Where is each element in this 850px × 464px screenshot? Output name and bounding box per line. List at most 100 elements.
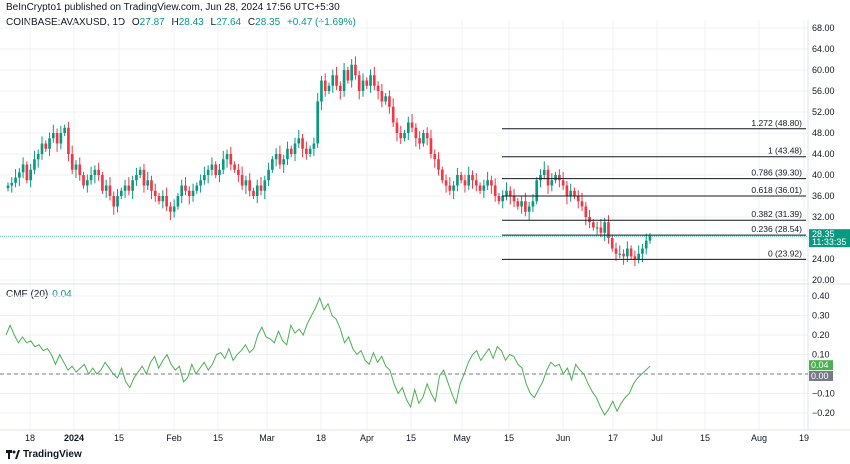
candle-body — [41, 144, 44, 155]
candle — [37, 150, 40, 168]
candle — [226, 150, 229, 168]
candle — [399, 126, 402, 144]
candle-body — [165, 196, 168, 207]
candle — [7, 182, 10, 191]
candle — [475, 173, 478, 191]
time-axis: 18 2024 15 Feb 15 Mar 18 Apr 15 May 15 Jun 17 Jul 15 Au… — [25, 433, 809, 443]
candle-body — [67, 128, 70, 154]
candle-body — [56, 133, 59, 144]
candle-body — [10, 183, 13, 186]
candle — [618, 245, 621, 258]
candle-body — [324, 81, 327, 92]
candle — [501, 190, 504, 208]
candle — [282, 155, 285, 173]
candle-body — [645, 241, 648, 249]
time-tick-label: 15 — [114, 433, 124, 443]
candle-body — [430, 138, 433, 154]
candle — [199, 174, 202, 192]
time-tick-label: Mar — [259, 433, 275, 443]
candle — [467, 167, 470, 190]
tradingview-brand[interactable]: TradingView — [6, 449, 82, 460]
grid-lines — [0, 20, 850, 430]
cmf-axis: −0.20 −0.10 0.10 0.20 0.30 0.40 — [812, 291, 835, 418]
brand-name: TradingView — [23, 449, 82, 460]
candle-body — [229, 154, 232, 165]
fib-label: 0.786 (39.30) — [751, 168, 802, 178]
candle-body — [14, 178, 17, 183]
candle-body — [94, 170, 97, 175]
candle-body — [146, 180, 149, 185]
candle — [422, 130, 425, 147]
candle — [112, 192, 115, 215]
candle — [573, 188, 576, 200]
candle-body — [267, 170, 270, 181]
candle — [607, 215, 610, 244]
candle — [256, 180, 259, 203]
candle-body — [305, 149, 308, 154]
price-tick-label: 32.00 — [812, 212, 835, 222]
candle-body — [350, 65, 353, 81]
candle-body — [517, 201, 520, 206]
candle-body — [211, 165, 214, 170]
candle — [449, 177, 452, 195]
candle-body — [154, 191, 157, 196]
candle-body — [90, 175, 93, 180]
candle — [396, 118, 399, 141]
candle — [180, 180, 183, 203]
candle — [248, 173, 251, 196]
candle-body — [581, 201, 584, 206]
candle — [343, 63, 346, 97]
candle-body — [294, 144, 297, 155]
candle — [192, 184, 195, 202]
candle-body — [441, 170, 444, 181]
candle-body — [449, 186, 452, 191]
candle — [267, 163, 270, 186]
candle — [313, 138, 316, 156]
time-tick-label: 15 — [406, 433, 416, 443]
cmf-tick-label: 0.20 — [812, 330, 830, 340]
candle-body — [347, 70, 350, 81]
candle — [479, 182, 482, 194]
candle-body — [547, 170, 550, 186]
candle — [384, 93, 387, 105]
candle — [426, 127, 429, 145]
candle-body — [403, 133, 406, 138]
candle-body — [290, 149, 293, 154]
price-tick-label: 36.00 — [812, 191, 835, 201]
candle-body — [63, 128, 66, 133]
candle — [135, 168, 138, 186]
candle-body — [199, 180, 202, 185]
candle-body — [418, 138, 421, 143]
cmf-tick-label: 0.40 — [812, 291, 830, 301]
candle-body — [26, 165, 29, 181]
candle-body — [37, 154, 40, 159]
candle-body — [320, 81, 323, 102]
candle — [143, 164, 146, 193]
candle — [56, 129, 59, 152]
candle — [433, 150, 436, 168]
candle-body — [433, 154, 436, 159]
candle — [177, 193, 180, 210]
candle-body — [384, 96, 387, 101]
candle — [60, 126, 63, 149]
candle-body — [550, 180, 553, 185]
candle-body — [282, 159, 285, 164]
candle — [415, 123, 418, 146]
candle-body — [554, 175, 557, 180]
candle — [233, 161, 236, 173]
candle — [14, 169, 17, 187]
candle — [498, 193, 501, 205]
candle — [324, 73, 327, 96]
candle-body — [573, 191, 576, 196]
candle — [305, 142, 308, 160]
candle — [196, 182, 199, 194]
candle-body — [86, 180, 89, 185]
price-tick-label: 64.00 — [812, 44, 835, 54]
candle — [271, 156, 274, 173]
candle — [48, 132, 51, 155]
candle — [569, 184, 572, 202]
candle — [63, 125, 66, 137]
candle-body — [377, 86, 380, 91]
candle — [71, 146, 74, 175]
